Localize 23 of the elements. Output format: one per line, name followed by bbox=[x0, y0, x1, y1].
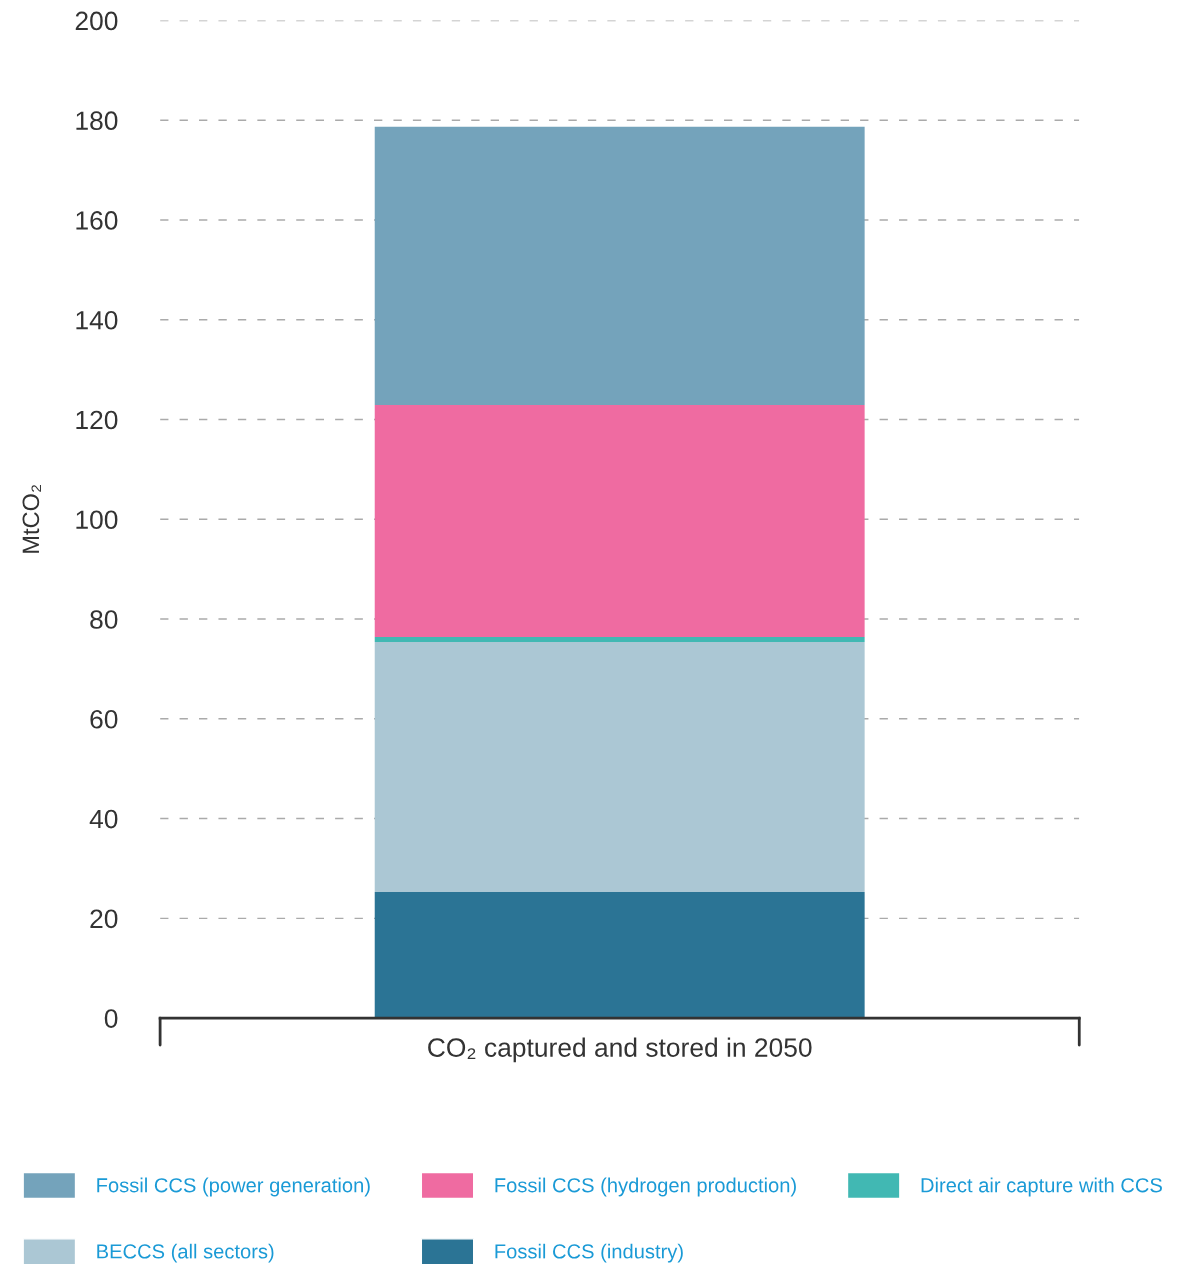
y-tick-label: 20 bbox=[90, 909, 118, 929]
legend-label: Fossil CCS (hydrogen production) bbox=[495, 1177, 796, 1197]
y-tick-label: 40 bbox=[89, 809, 118, 829]
bar bbox=[374, 405, 865, 637]
bar bbox=[374, 126, 865, 406]
bar bbox=[374, 641, 865, 892]
y-tick-label: 0 bbox=[104, 1009, 118, 1028]
y-tick-label: 80 bbox=[90, 610, 118, 629]
y-tick-label: 100 bbox=[76, 510, 118, 530]
y-tick-label: 160 bbox=[76, 211, 118, 230]
legend-label: Fossil CCS (power generation) bbox=[97, 1177, 370, 1197]
bar bbox=[374, 891, 865, 1019]
bar bbox=[374, 636, 865, 642]
y-tick-label: 200 bbox=[75, 11, 118, 31]
x-tick-label: CO₂ captured and stored in 2050 bbox=[428, 1037, 812, 1063]
legend-label: Fossil CCS (industry) bbox=[495, 1243, 683, 1263]
y-tick-label: 120 bbox=[76, 410, 118, 430]
y-tick-label: 180 bbox=[76, 111, 118, 131]
y-tick-label: 140 bbox=[76, 310, 118, 330]
legend-label: Direct air capture with CCS bbox=[921, 1177, 1162, 1197]
y-axis-title: MtCO₂ bbox=[22, 485, 41, 553]
legend-label: BECCS (all sectors) bbox=[97, 1243, 274, 1263]
y-tick-label: 60 bbox=[90, 709, 118, 729]
